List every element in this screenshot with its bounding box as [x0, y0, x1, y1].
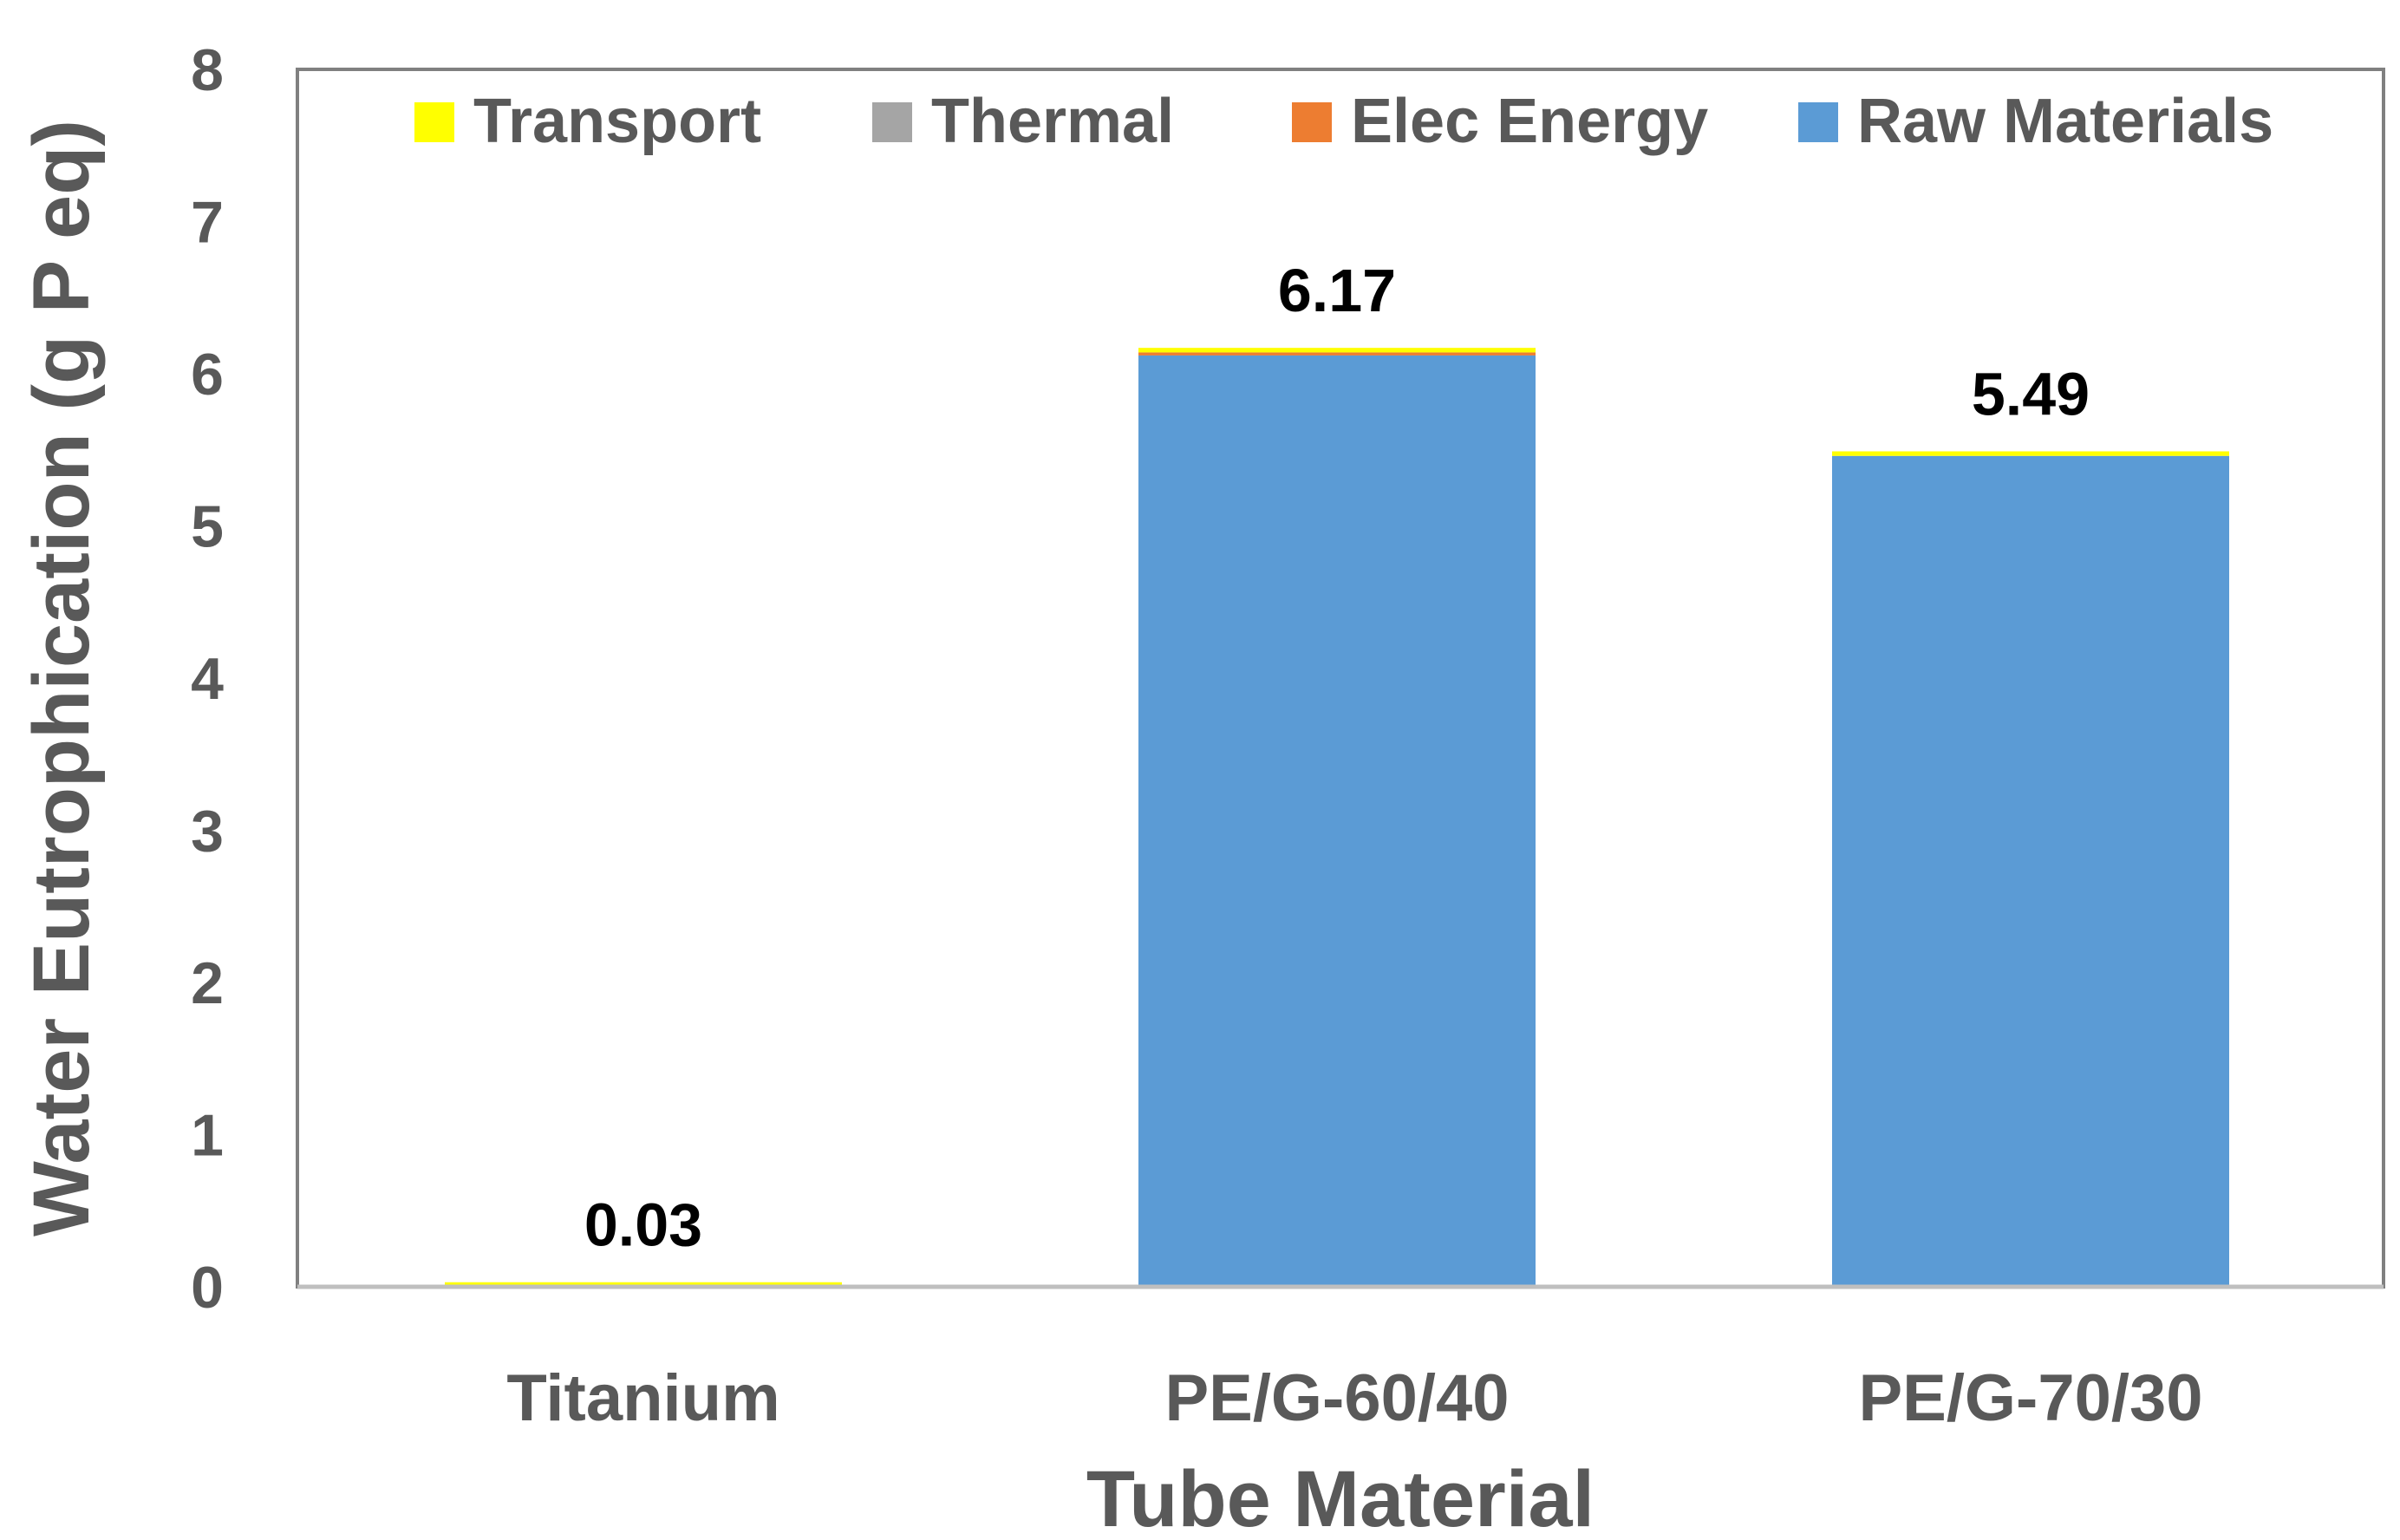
y-tick-label: 2	[191, 950, 224, 1016]
bar-segment	[1138, 355, 1536, 1288]
bar-stacks	[445, 348, 2229, 1288]
legend-label: Elec Energy	[1351, 87, 1708, 156]
y-tick-label: 3	[191, 799, 224, 865]
y-tick-label: 6	[191, 342, 224, 408]
x-category-label: PE/G-60/40	[1164, 1361, 1509, 1435]
y-tick-label: 8	[191, 37, 224, 103]
y-axis-title: Water Eutrophication (g P eq)	[17, 120, 106, 1237]
y-tick-label: 0	[191, 1255, 224, 1321]
legend-label: Transport	[473, 87, 761, 156]
bar-segment	[1832, 455, 2229, 1287]
y-tick-label: 7	[191, 190, 224, 256]
legend-label: Raw Materials	[1857, 87, 2273, 156]
total-data-label: 5.49	[1972, 361, 2090, 428]
legend-swatch	[1798, 102, 1838, 142]
bar-segment	[1832, 451, 2229, 456]
y-tick-labels: 0 1 2 3 4 5 6 7 8	[191, 37, 224, 1321]
total-data-label: 0.03	[584, 1191, 702, 1259]
bar-segment	[1138, 352, 1536, 356]
legend-swatch	[872, 102, 912, 142]
x-category-labels: Titanium PE/G-60/40 PE/G-70/30	[506, 1361, 2202, 1435]
data-labels: 0.03 6.17 5.49	[584, 257, 2090, 1259]
total-data-label: 6.17	[1278, 257, 1396, 324]
y-tick-label: 5	[191, 494, 224, 560]
legend-label: Thermal	[931, 87, 1174, 156]
y-tick-label: 1	[191, 1103, 224, 1169]
legend-swatch	[414, 102, 454, 142]
legend-swatch	[1292, 102, 1332, 142]
x-axis-title: Tube Material	[1086, 1455, 1595, 1540]
y-tick-label: 4	[191, 646, 224, 712]
bar-segment	[445, 1282, 842, 1287]
bar-segment	[1138, 348, 1536, 353]
x-category-label: Titanium	[506, 1361, 779, 1435]
x-category-label: PE/G-70/30	[1858, 1361, 2202, 1435]
legend: Transport Thermal Elec Energy Raw Materials	[414, 87, 2273, 156]
